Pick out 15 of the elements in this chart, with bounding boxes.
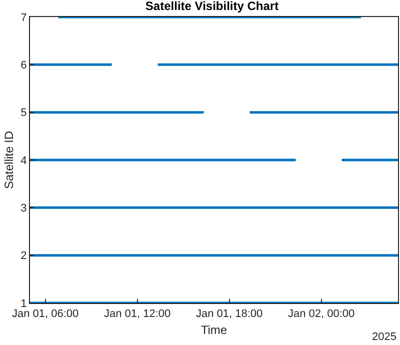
y-tick-label: 4 xyxy=(20,154,27,167)
y-tick-label: 1 xyxy=(20,298,27,310)
x-tick-label: Jan 01, 18:00 xyxy=(196,308,263,320)
x-axis-title: Time xyxy=(200,323,228,338)
text: 2025 xyxy=(372,331,396,343)
y-tick-label: 2 xyxy=(20,250,27,262)
y-tick-label: 3 xyxy=(20,202,27,215)
y-tick-label: 5 xyxy=(20,107,27,120)
chart-title: Satellite Visibility Chart xyxy=(145,0,279,14)
y-tick-label: 6 xyxy=(20,60,27,72)
y-tick-label: 7 xyxy=(20,12,27,24)
y-axis-title: Satellite ID xyxy=(2,130,16,190)
x-tick-label: Jan 02, 00:00 xyxy=(288,308,355,320)
x-tick-label: Jan 01, 06:00 xyxy=(12,308,79,320)
x-tick-label: Jan 01, 12:00 xyxy=(104,308,171,320)
